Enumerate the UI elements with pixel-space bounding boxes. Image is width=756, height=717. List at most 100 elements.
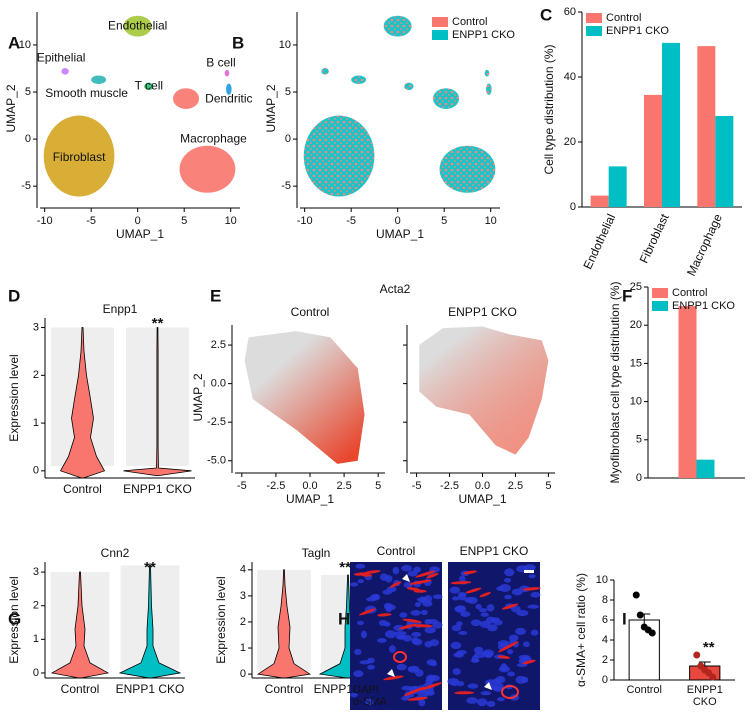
sma-signal: [377, 613, 392, 617]
expression-blob: [419, 326, 549, 455]
stain-label: DAPI: [353, 684, 379, 696]
nucleus: [480, 612, 489, 617]
bar: [662, 42, 680, 207]
nucleus: [422, 601, 433, 607]
subplot-title: Control: [291, 305, 330, 319]
violin: [59, 327, 106, 479]
x-tick-label: ENPP1 CKO: [116, 682, 185, 696]
nucleus: [460, 611, 471, 617]
x-tick-label-box: ENPP1 CKO: [686, 684, 723, 708]
data-point: [693, 651, 701, 659]
nucleus: [367, 657, 375, 664]
cluster: [173, 88, 200, 109]
nucleus: [496, 697, 505, 702]
chart-title: Cnn2: [101, 546, 130, 560]
nucleus: [350, 692, 358, 698]
nucleus: [385, 608, 392, 613]
x-tick-label: -2.5: [266, 480, 285, 492]
nucleus: [357, 579, 364, 584]
panel-label: B: [232, 33, 244, 52]
panel-label: F: [622, 286, 632, 305]
y-tick-label: 3: [240, 590, 246, 602]
x-axis-label: UMAP_1: [286, 492, 334, 506]
data-point: [636, 611, 644, 619]
nucleus: [429, 639, 439, 647]
nucleus: [411, 632, 422, 637]
violin: [118, 564, 182, 679]
legend-label: Control: [452, 16, 487, 28]
sma-signal: [497, 655, 510, 659]
nucleus: [475, 603, 482, 610]
nucleus: [349, 582, 359, 587]
y-tick-label: 0: [285, 133, 291, 145]
y-tick-label: 2: [33, 600, 39, 612]
nucleus: [430, 661, 438, 667]
nucleus: [486, 700, 496, 707]
x-tick-label: ENPP1 CKO: [123, 482, 192, 496]
cluster-label: Dendritic: [205, 91, 252, 105]
y-tick-label: 0.0: [211, 378, 226, 390]
nucleus: [432, 621, 443, 629]
nucleus: [504, 594, 512, 600]
cluster: [433, 88, 460, 109]
sma-signal: [409, 579, 432, 585]
y-tick-label: 20: [630, 319, 642, 331]
legend-swatch: [586, 13, 602, 23]
cluster-label: T cell: [135, 79, 163, 93]
x-axis-label: UMAP_1: [116, 227, 164, 241]
nucleus: [527, 604, 540, 609]
nucleus: [486, 604, 495, 612]
nucleus: [401, 696, 409, 701]
x-tick-label: 0.0: [475, 480, 490, 492]
nucleus: [458, 630, 468, 636]
nucleus: [480, 691, 492, 696]
nucleus: [408, 666, 418, 671]
y-tick-label: 0: [240, 668, 246, 680]
scale-bar: [524, 570, 534, 573]
legend-swatch: [586, 26, 602, 36]
y-axis-label: UMAP_2: [264, 84, 278, 132]
x-tick-label: 0: [135, 215, 141, 227]
x-tick-label: 0.0: [302, 480, 317, 492]
stain-label: α-SMA: [353, 696, 388, 708]
nucleus: [382, 589, 392, 595]
subplot-title: ENPP1 CKO: [448, 305, 517, 319]
nucleus: [357, 620, 364, 626]
cluster: [439, 145, 496, 193]
y-tick-label: 0: [33, 465, 39, 477]
x-tick-label: 5: [181, 215, 187, 227]
nucleus: [530, 629, 539, 636]
panel-label: A: [8, 33, 20, 52]
cluster: [224, 69, 230, 77]
nucleus: [396, 663, 407, 671]
x-tick-label: -10: [37, 215, 53, 227]
legend-swatch: [652, 301, 668, 311]
nucleus: [451, 624, 462, 632]
x-tick-label: 5: [545, 480, 551, 492]
x-tick-label: -5: [346, 215, 356, 227]
y-axis-label: Myofibroblast cell type distribution (%): [608, 281, 622, 483]
y-axis-label: Expression level: [7, 354, 21, 441]
nucleus: [507, 671, 515, 677]
nucleus: [370, 593, 380, 601]
violin: [123, 327, 192, 477]
y-tick-label: 5: [636, 434, 642, 446]
sma-signal: [398, 623, 417, 630]
x-tick-label: 10: [225, 215, 237, 227]
nucleus: [467, 596, 478, 604]
bar: [678, 306, 697, 478]
nucleus: [450, 641, 462, 650]
y-axis-label: Expression level: [7, 576, 21, 663]
x-tick-label: ENPP1 CKO: [686, 684, 723, 708]
sma-signal: [450, 581, 472, 585]
nucleus: [492, 682, 504, 691]
x-tick-label: Control: [63, 482, 102, 496]
nucleus: [416, 597, 428, 602]
annotation: **: [144, 559, 156, 576]
nucleus: [508, 634, 519, 642]
nucleus: [353, 670, 364, 678]
nucleus: [410, 610, 421, 616]
nucleus: [500, 663, 508, 671]
y-tick-label: -2.5: [207, 416, 226, 428]
